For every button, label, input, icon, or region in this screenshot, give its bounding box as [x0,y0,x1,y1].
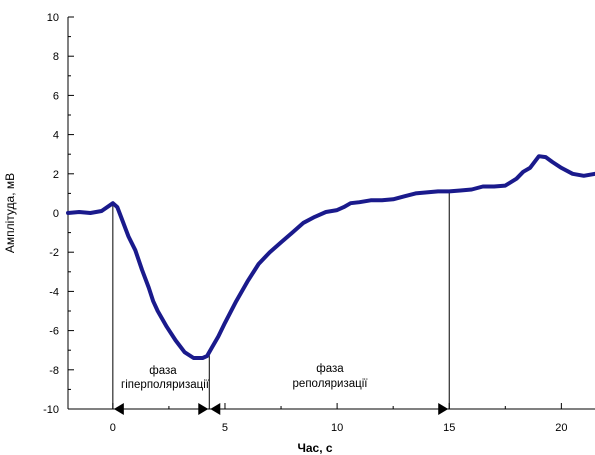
x-tick-label: 20 [555,422,567,434]
y-tick-label: -8 [49,365,59,377]
x-axis-ticks: 0 5 10 15 20 [110,403,567,434]
x-axis-title: Час, с [297,441,332,455]
phase2-label-line1: фаза [316,363,344,375]
phase1-label-line2: гіперполяризації [121,379,210,391]
phase-arrowhead [198,403,209,415]
y-tick-label: 2 [53,169,59,181]
x-tick-label: 15 [443,422,455,434]
x-tick-label: 10 [331,422,343,434]
phase-arrowhead [113,403,124,415]
y-tick-label: -4 [49,286,59,298]
y-tick-label: -2 [49,247,59,259]
amplitude-series-line [66,154,595,360]
x-tick-label: 5 [222,422,228,434]
phase2-label-line2: реполяризації [293,378,369,390]
x-tick-label: 0 [110,422,116,434]
phase-arrowhead [210,403,221,415]
y-tick-label: 8 [53,51,59,63]
y-tick-label: -10 [43,404,59,416]
y-axis-title: Амплітуда, мВ [3,173,17,253]
y-tick-label: 4 [53,130,59,142]
y-tick-label: -6 [49,326,59,338]
y-tick-label: 6 [53,90,59,102]
phase-markers [112,191,450,415]
y-tick-label: 10 [47,12,59,24]
y-tick-label: 0 [53,208,59,220]
phase1-label-line1: фаза [149,365,177,377]
y-axis-ticks: -10 -8 -6 -4 -2 0 2 4 6 8 10 [43,12,74,416]
phase-arrowhead [438,403,449,415]
